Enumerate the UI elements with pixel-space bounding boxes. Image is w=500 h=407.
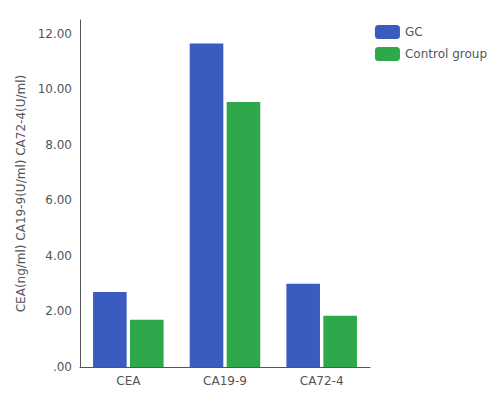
svg-text:CA72-4: CA72-4 [300,374,344,388]
svg-text:Control group: Control group [405,47,487,61]
svg-text:CA19-9: CA19-9 [203,374,247,388]
svg-text:GC: GC [405,25,423,39]
svg-text:6.00: 6.00 [45,193,72,207]
svg-text:8.00: 8.00 [45,138,72,152]
svg-text:2.00: 2.00 [45,304,72,318]
svg-text:4.00: 4.00 [45,249,72,263]
svg-text:.00: .00 [53,360,72,374]
svg-text:12.00: 12.00 [38,27,72,41]
svg-text:CEA: CEA [116,374,141,388]
svg-text:CEA(ng/ml) CA19-9(U/ml) CA72-4: CEA(ng/ml) CA19-9(U/ml) CA72-4(U/ml) [14,75,28,313]
svg-text:10.00: 10.00 [38,82,72,96]
